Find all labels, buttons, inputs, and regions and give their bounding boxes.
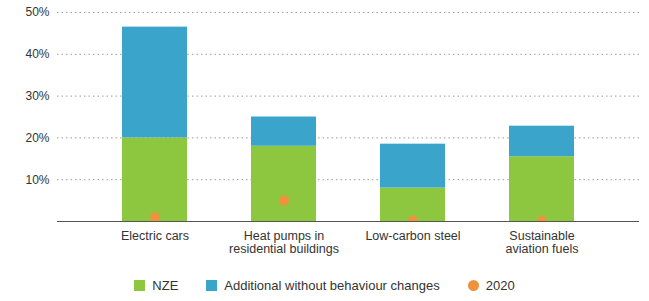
html-text:2020: 2020	[485, 277, 515, 293]
svg-text:Electric cars: Electric cars	[121, 229, 189, 243]
svg-text:20%: 20%	[25, 131, 49, 145]
svg-text:30%: 30%	[25, 89, 49, 103]
svg-text:Sustainableaviation fuels: Sustainableaviation fuels	[506, 229, 579, 256]
svg-text:40%: 40%	[25, 47, 49, 61]
html-text:NZE: NZE	[152, 277, 179, 293]
svg-text:Low-carbon steel: Low-carbon steel	[365, 229, 460, 243]
html-text:Additional without behaviour c: Additional without behaviour changes	[224, 277, 440, 293]
svg-text:10%: 10%	[25, 173, 49, 187]
svg-text:50%: 50%	[25, 5, 49, 19]
svg-text:Heat pumps inresidential build: Heat pumps inresidential buildings	[229, 229, 339, 256]
